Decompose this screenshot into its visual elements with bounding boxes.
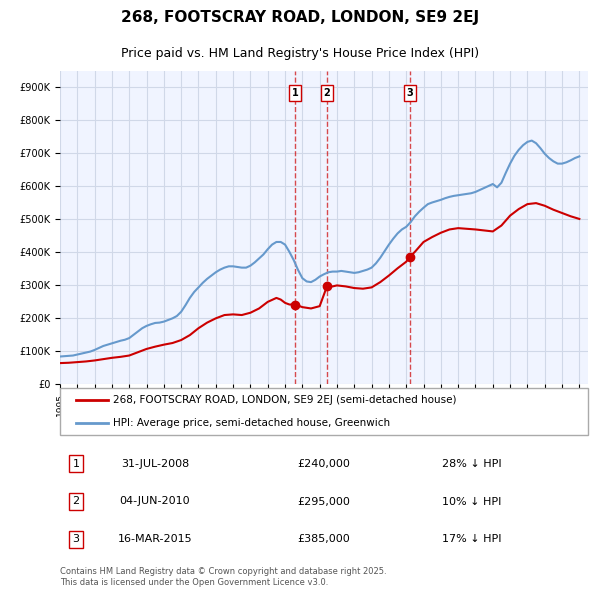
Text: 1: 1 [73,459,79,468]
Text: 16-MAR-2015: 16-MAR-2015 [118,535,193,544]
Text: £295,000: £295,000 [298,497,350,506]
Text: £385,000: £385,000 [298,535,350,544]
Text: Contains HM Land Registry data © Crown copyright and database right 2025.
This d: Contains HM Land Registry data © Crown c… [60,568,386,586]
Text: £240,000: £240,000 [298,459,350,468]
Text: 2: 2 [323,88,331,98]
Text: 3: 3 [406,88,413,98]
Text: Price paid vs. HM Land Registry's House Price Index (HPI): Price paid vs. HM Land Registry's House … [121,47,479,60]
Text: 10% ↓ HPI: 10% ↓ HPI [442,497,502,506]
Text: HPI: Average price, semi-detached house, Greenwich: HPI: Average price, semi-detached house,… [113,418,390,428]
FancyBboxPatch shape [60,388,588,435]
Text: 2: 2 [72,497,79,506]
Text: 268, FOOTSCRAY ROAD, LONDON, SE9 2EJ (semi-detached house): 268, FOOTSCRAY ROAD, LONDON, SE9 2EJ (se… [113,395,457,405]
Text: 1: 1 [292,88,298,98]
Text: 31-JUL-2008: 31-JUL-2008 [121,459,189,468]
Text: 17% ↓ HPI: 17% ↓ HPI [442,535,502,544]
Text: 3: 3 [73,535,79,544]
Text: 04-JUN-2010: 04-JUN-2010 [120,497,190,506]
Text: 28% ↓ HPI: 28% ↓ HPI [442,459,502,468]
Text: 268, FOOTSCRAY ROAD, LONDON, SE9 2EJ: 268, FOOTSCRAY ROAD, LONDON, SE9 2EJ [121,10,479,25]
